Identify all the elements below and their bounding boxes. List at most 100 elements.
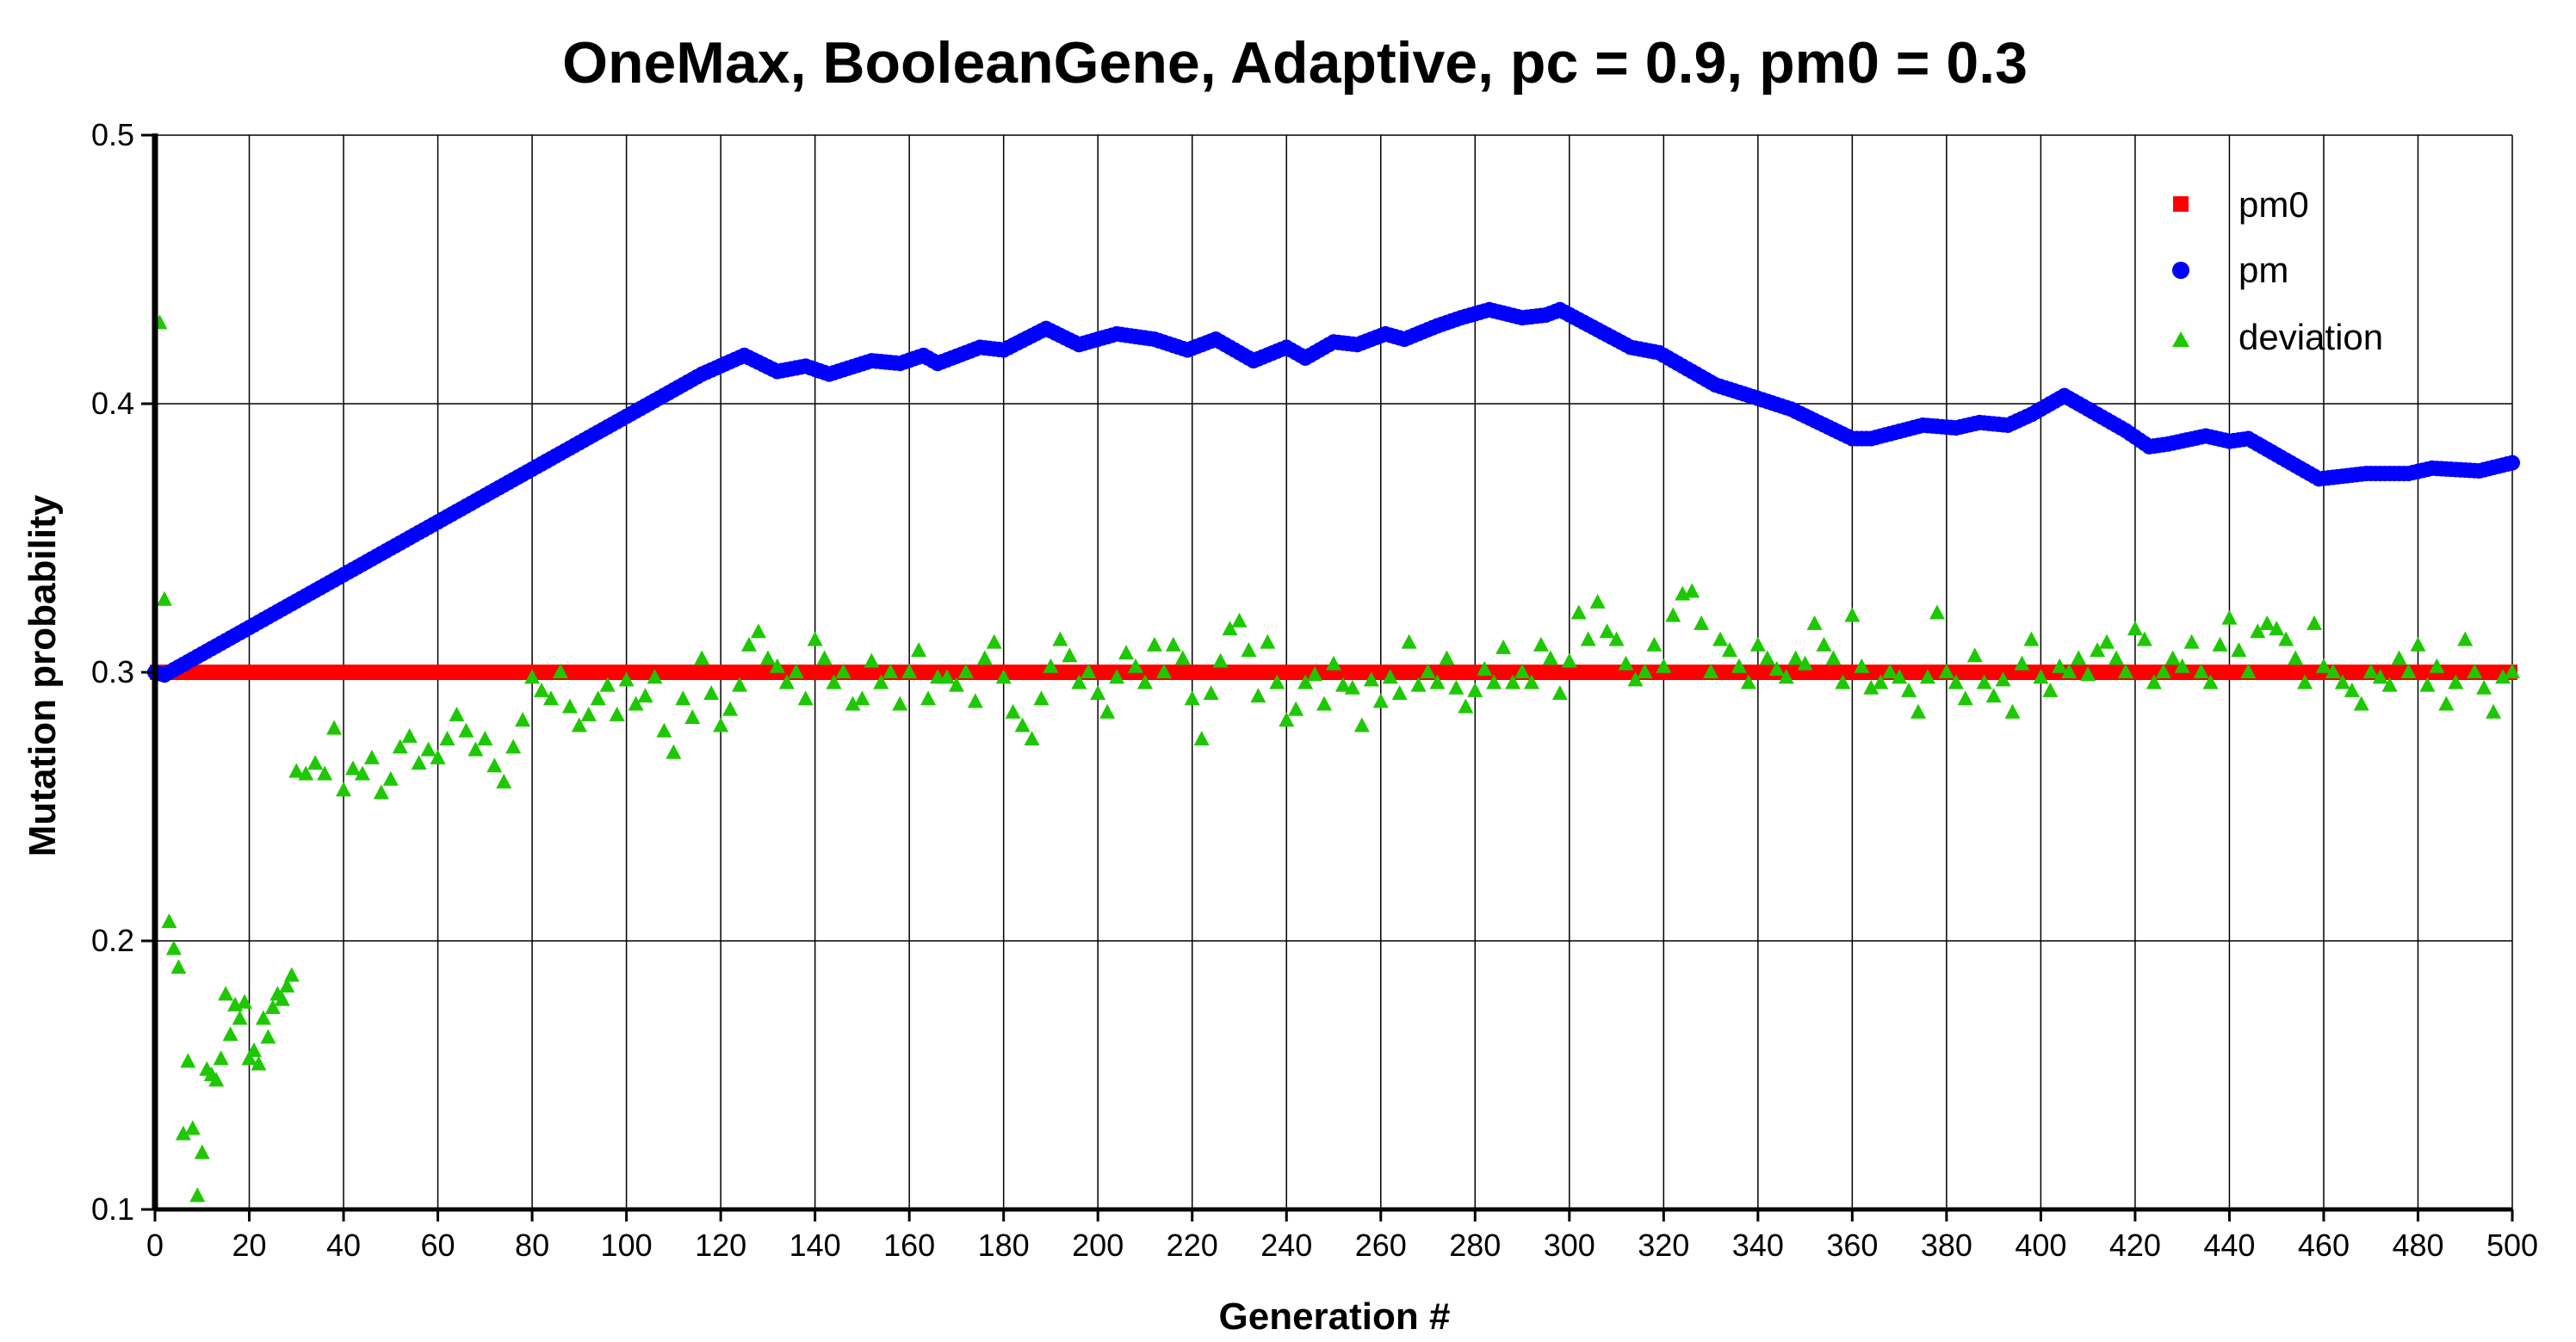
- deviation-point: [208, 1072, 225, 1087]
- deviation-point: [1382, 669, 1398, 684]
- deviation-point: [1787, 650, 1804, 665]
- deviation-point: [1938, 664, 1954, 678]
- x-tick-label: 380: [1921, 1228, 1972, 1263]
- x-tick-label: 400: [2015, 1228, 2066, 1263]
- x-tick-label: 340: [1732, 1228, 1784, 1263]
- deviation-point: [1353, 717, 1370, 733]
- deviation-point: [637, 688, 653, 703]
- deviation-point: [1439, 650, 1455, 665]
- deviation-point: [288, 763, 305, 778]
- deviation-point: [1778, 669, 1794, 684]
- deviation-point: [2099, 634, 2115, 649]
- x-tick-label: 180: [978, 1228, 1030, 1263]
- deviation-point: [2250, 623, 2266, 639]
- deviation-point: [873, 674, 889, 690]
- deviation-point: [854, 690, 870, 706]
- deviation-point: [995, 669, 1012, 684]
- x-tick-label: 260: [1355, 1228, 1407, 1263]
- deviation-point: [703, 684, 720, 700]
- deviation-point: [1326, 655, 1341, 671]
- deviation-point: [363, 749, 380, 764]
- deviation-point: [1966, 647, 1983, 663]
- deviation-point: [274, 991, 290, 1006]
- x-tick-label: 460: [2298, 1228, 2350, 1263]
- deviation-point: [2353, 696, 2369, 711]
- deviation-point: [2136, 631, 2152, 646]
- legend-item-pm0: pm0: [2173, 184, 2309, 225]
- deviation-point: [264, 999, 281, 1014]
- deviation-point: [1740, 674, 1756, 690]
- deviation-point: [1155, 664, 1172, 678]
- deviation-point: [675, 690, 691, 706]
- deviation-point: [938, 669, 955, 684]
- deviation-point: [1542, 650, 1558, 665]
- deviation-point: [1995, 671, 2011, 687]
- deviation-point: [580, 706, 597, 721]
- deviation-point: [1307, 666, 1323, 682]
- deviation-point: [515, 712, 531, 727]
- deviation-point: [401, 727, 418, 743]
- x-tick-label: 20: [232, 1228, 266, 1263]
- deviation-point: [666, 744, 682, 759]
- deviation-point: [571, 717, 587, 733]
- deviation-point: [1656, 658, 1672, 673]
- deviation-point: [778, 674, 795, 690]
- deviation-point: [1005, 703, 1021, 719]
- x-tick-label: 60: [421, 1228, 455, 1263]
- deviation-point: [307, 755, 324, 770]
- pm-point: [2505, 455, 2520, 471]
- deviation-point: [1033, 690, 1050, 706]
- deviation-point: [2127, 621, 2143, 636]
- deviation-point: [1344, 679, 1360, 695]
- deviation-point: [1288, 701, 1304, 716]
- deviation-point: [2174, 658, 2190, 673]
- deviation-point: [505, 739, 522, 754]
- deviation-point: [2023, 631, 2040, 646]
- deviation-point: [170, 959, 187, 974]
- deviation-point: [255, 1010, 271, 1025]
- deviation-point: [2004, 703, 2021, 719]
- deviation-point: [2231, 642, 2247, 658]
- deviation-point: [1477, 660, 1493, 676]
- deviation-point: [1731, 658, 1747, 673]
- deviation-point: [1627, 671, 1644, 687]
- deviation-point: [420, 741, 437, 757]
- deviation-point: [2108, 650, 2125, 665]
- deviation-point: [1684, 583, 1700, 598]
- deviation-point: [2259, 615, 2276, 630]
- deviation-point: [1448, 679, 1464, 695]
- deviation-point: [1014, 717, 1031, 733]
- deviation-series: [152, 314, 2520, 1203]
- deviation-point: [449, 706, 465, 721]
- deviation-point: [2372, 669, 2388, 684]
- deviation-point: [326, 720, 343, 735]
- deviation-point: [2400, 664, 2417, 678]
- deviation-point: [807, 631, 823, 646]
- deviation-point: [180, 1053, 196, 1068]
- deviation-point: [392, 739, 408, 754]
- deviation-point: [2221, 609, 2238, 625]
- deviation-point: [1495, 639, 1512, 654]
- legend-item-pm: pm: [2172, 250, 2288, 290]
- deviation-point: [2212, 636, 2228, 652]
- deviation-point: [2155, 664, 2171, 678]
- deviation-point: [1184, 690, 1200, 706]
- deviation-point: [1768, 660, 1785, 676]
- y-tick-label: 0.5: [91, 117, 134, 152]
- x-tick-label: 160: [883, 1228, 935, 1263]
- x-tick-label: 300: [1544, 1228, 1595, 1263]
- x-tick-label: 140: [790, 1228, 841, 1263]
- deviation-point: [1193, 731, 1210, 745]
- x-tick-label: 420: [2109, 1228, 2161, 1263]
- deviation-point: [1665, 607, 1681, 622]
- deviation-point: [1976, 674, 1992, 690]
- deviation-point: [1081, 664, 1097, 678]
- deviation-point: [156, 591, 172, 606]
- legend-label-pm: pm: [2239, 250, 2288, 290]
- deviation-point: [373, 784, 389, 800]
- deviation-point: [1694, 615, 1710, 630]
- deviation-point: [1749, 636, 1766, 652]
- x-tick-label: 40: [326, 1228, 361, 1263]
- deviation-point: [1043, 658, 1059, 673]
- deviation-point: [232, 1010, 248, 1025]
